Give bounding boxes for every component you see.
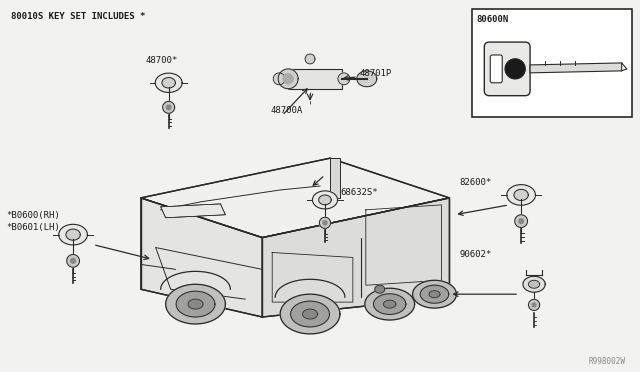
Polygon shape bbox=[278, 69, 298, 89]
Polygon shape bbox=[532, 303, 536, 307]
Polygon shape bbox=[507, 185, 536, 205]
Polygon shape bbox=[59, 224, 88, 245]
Polygon shape bbox=[262, 198, 449, 317]
Text: 48700*: 48700* bbox=[146, 56, 178, 65]
Polygon shape bbox=[70, 259, 76, 263]
Polygon shape bbox=[166, 105, 171, 110]
Polygon shape bbox=[357, 71, 377, 87]
Text: 82600*: 82600* bbox=[460, 178, 492, 187]
Polygon shape bbox=[530, 63, 621, 73]
Bar bbox=[472, 9, 632, 116]
Polygon shape bbox=[156, 73, 182, 93]
Polygon shape bbox=[166, 284, 225, 324]
Polygon shape bbox=[330, 158, 340, 198]
Polygon shape bbox=[413, 280, 456, 308]
Text: 48701P: 48701P bbox=[360, 69, 392, 78]
Polygon shape bbox=[519, 219, 524, 224]
Text: 68632S*: 68632S* bbox=[340, 188, 378, 197]
Text: 90602*: 90602* bbox=[460, 250, 492, 259]
Polygon shape bbox=[375, 285, 385, 293]
Text: *B0600(RH): *B0600(RH) bbox=[6, 211, 60, 220]
Polygon shape bbox=[162, 78, 175, 88]
Text: 80600N: 80600N bbox=[476, 15, 509, 24]
Polygon shape bbox=[273, 73, 285, 85]
Polygon shape bbox=[291, 301, 330, 327]
Polygon shape bbox=[188, 299, 203, 309]
Text: 48700A: 48700A bbox=[270, 106, 303, 115]
Polygon shape bbox=[280, 294, 340, 334]
Polygon shape bbox=[529, 299, 540, 311]
Polygon shape bbox=[163, 102, 175, 113]
Polygon shape bbox=[141, 158, 449, 238]
Polygon shape bbox=[529, 280, 540, 288]
Polygon shape bbox=[288, 69, 342, 89]
FancyBboxPatch shape bbox=[484, 42, 530, 96]
Polygon shape bbox=[303, 309, 317, 319]
Text: R998002W: R998002W bbox=[589, 357, 626, 366]
Polygon shape bbox=[312, 191, 337, 209]
Polygon shape bbox=[141, 198, 262, 317]
Polygon shape bbox=[66, 229, 80, 240]
Polygon shape bbox=[305, 54, 315, 64]
Polygon shape bbox=[319, 195, 332, 205]
Polygon shape bbox=[374, 294, 406, 314]
Polygon shape bbox=[429, 291, 440, 298]
Polygon shape bbox=[420, 285, 449, 303]
Polygon shape bbox=[523, 276, 545, 292]
FancyBboxPatch shape bbox=[490, 55, 502, 83]
Text: 80010S KEY SET INCLUDES *: 80010S KEY SET INCLUDES * bbox=[12, 12, 146, 21]
Polygon shape bbox=[283, 74, 293, 84]
Polygon shape bbox=[383, 300, 396, 308]
Polygon shape bbox=[515, 215, 527, 228]
Polygon shape bbox=[323, 221, 327, 225]
Polygon shape bbox=[505, 59, 525, 79]
Polygon shape bbox=[514, 189, 528, 201]
Polygon shape bbox=[176, 291, 215, 317]
Text: *B0601(LH): *B0601(LH) bbox=[6, 223, 60, 232]
Polygon shape bbox=[365, 288, 415, 320]
Polygon shape bbox=[67, 254, 79, 267]
Polygon shape bbox=[161, 204, 225, 218]
Polygon shape bbox=[338, 73, 350, 85]
Polygon shape bbox=[319, 217, 330, 228]
